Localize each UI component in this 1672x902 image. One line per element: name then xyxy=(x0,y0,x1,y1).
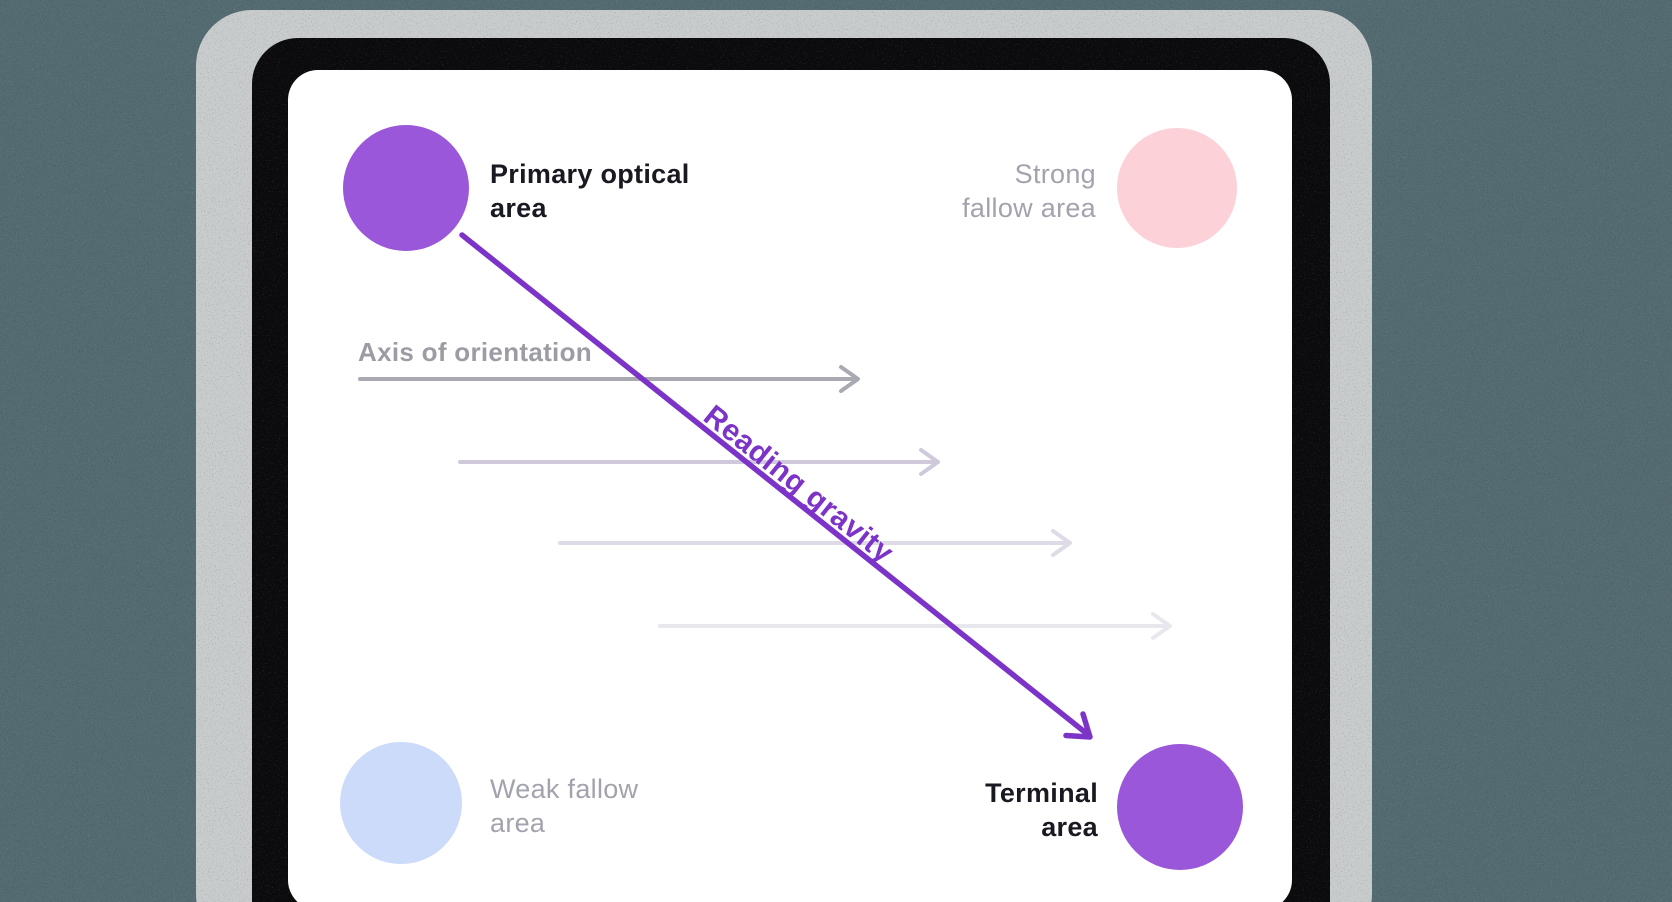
primary-optical-area-label-line2: area xyxy=(490,193,547,223)
weak-fallow-area-label-line2: area xyxy=(490,808,546,838)
terminal-area-circle xyxy=(1117,744,1243,870)
axis-of-orientation-label: Axis of orientation xyxy=(358,337,592,367)
strong-fallow-area-circle xyxy=(1117,128,1237,248)
weak-fallow-area-label-line1: Weak fallow xyxy=(490,774,639,804)
primary-optical-area-circle xyxy=(343,125,469,251)
primary-optical-area-label-line1: Primary optical xyxy=(490,159,690,189)
strong-fallow-area-label-line1: Strong xyxy=(1014,159,1096,189)
terminal-area-label: Terminal area xyxy=(838,776,1098,844)
strong-fallow-area-label-line2: fallow area xyxy=(962,193,1096,223)
primary-optical-area-label: Primary optical area xyxy=(490,157,690,225)
terminal-area-label-line2: area xyxy=(1041,812,1098,842)
weak-fallow-area-label: Weak fallow area xyxy=(490,772,638,840)
strong-fallow-area-label: Strong fallow area xyxy=(836,157,1096,225)
terminal-area-label-line1: Terminal xyxy=(985,778,1098,808)
weak-fallow-area-circle xyxy=(340,742,462,864)
